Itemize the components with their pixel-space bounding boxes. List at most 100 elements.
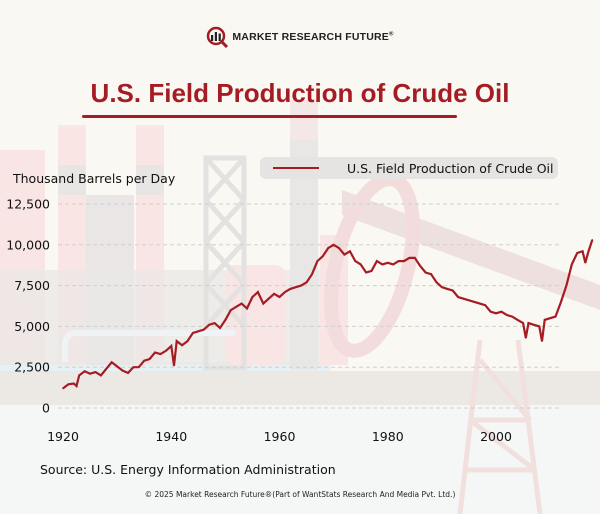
data-point: [289, 288, 292, 290]
x-tick-label: 2000: [480, 429, 512, 444]
series-group: [62, 239, 594, 390]
x-tick-label: 1940: [155, 429, 187, 444]
data-point: [489, 310, 492, 313]
pipe-band: [0, 362, 330, 371]
data-point: [397, 260, 400, 262]
brand-logo: MARKET RESEARCH FUTURE®: [0, 26, 600, 48]
data-point: [322, 255, 324, 258]
data-point: [365, 271, 367, 274]
data-point: [441, 286, 443, 289]
data-point: [338, 247, 340, 249]
data-point: [430, 273, 432, 275]
data-point: [154, 351, 156, 354]
data-point: [278, 296, 281, 298]
data-point: [446, 288, 449, 290]
data-point: [294, 286, 297, 289]
data-point: [89, 372, 91, 375]
floor-band: [0, 405, 600, 514]
data-point: [511, 315, 514, 318]
data-point: [197, 330, 200, 333]
data-point: [554, 315, 557, 318]
data-point: [311, 273, 313, 275]
data-point: [370, 270, 373, 272]
copyright-note: © 2025 Market Research Future®(Part of W…: [144, 490, 456, 499]
ground-band: [0, 371, 600, 405]
data-point: [522, 322, 524, 324]
title-underline: [82, 115, 457, 118]
data-point: [354, 260, 357, 262]
data-point: [229, 309, 232, 311]
data-point: [224, 319, 227, 321]
data-point: [533, 323, 535, 326]
data-point: [62, 387, 64, 390]
data-point: [591, 239, 594, 241]
legend-line-swatch: [273, 167, 319, 169]
data-point: [137, 366, 140, 369]
data-point: [565, 284, 568, 287]
data-point: [408, 257, 411, 259]
pump-jack: [324, 172, 600, 514]
data-point: [332, 244, 335, 246]
data-point: [132, 366, 135, 369]
data-point: [584, 261, 587, 264]
y-tick-label: 7,500: [14, 278, 50, 293]
data-point: [110, 361, 113, 364]
data-point: [73, 382, 75, 385]
data-point: [359, 263, 362, 266]
x-tick-label: 1960: [264, 429, 296, 444]
data-point: [316, 260, 319, 262]
data-point: [175, 340, 178, 342]
data-point: [240, 302, 243, 305]
y-tick-label: 0: [42, 401, 50, 416]
data-point: [148, 358, 151, 360]
data-point: [419, 265, 422, 267]
data-point: [143, 359, 145, 362]
chart-title: U.S. Field Production of Crude Oil: [90, 78, 510, 108]
data-point: [424, 271, 427, 274]
data-point: [576, 252, 578, 254]
data-point: [121, 369, 124, 372]
data-point: [500, 310, 503, 313]
data-point: [251, 296, 254, 298]
data-point: [386, 261, 389, 264]
data-point: [462, 297, 465, 300]
data-point: [581, 250, 584, 253]
legend: U.S. Field Production of Crude Oil: [260, 157, 558, 179]
data-point: [524, 337, 527, 339]
data-point: [457, 296, 459, 298]
data-point: [202, 328, 205, 331]
data-point: [587, 252, 589, 254]
y-axis-ticks: 0 2,500 5,000 7,500 10,000 12,500: [6, 197, 50, 416]
data-point: [381, 263, 384, 266]
data-point: [549, 317, 551, 320]
registered-mark: ®: [389, 31, 394, 38]
data-point: [186, 340, 189, 342]
data-point: [435, 281, 438, 284]
legend-entry: U.S. Field Production of Crude Oil: [347, 160, 554, 176]
data-point: [159, 353, 162, 355]
data-point: [262, 302, 265, 305]
data-point: [541, 340, 543, 342]
data-point: [75, 385, 78, 387]
data-point: [173, 364, 175, 367]
y-tick-label: 2,500: [14, 360, 50, 375]
data-point: [100, 374, 102, 377]
data-point: [451, 289, 454, 292]
data-point: [116, 365, 118, 368]
data-point: [414, 257, 416, 259]
data-point: [127, 372, 129, 374]
data-point: [192, 332, 194, 334]
data-point: [560, 301, 562, 303]
data-point: [219, 327, 221, 329]
data-point: [478, 302, 481, 305]
pipe: [62, 330, 235, 362]
data-point: [392, 263, 394, 266]
data-point: [170, 345, 173, 347]
data-point: [246, 307, 248, 310]
data-point: [473, 301, 476, 303]
series-line: [62, 239, 594, 390]
data-point: [484, 304, 486, 306]
x-tick-label: 1920: [47, 429, 79, 444]
data-point: [213, 322, 216, 324]
